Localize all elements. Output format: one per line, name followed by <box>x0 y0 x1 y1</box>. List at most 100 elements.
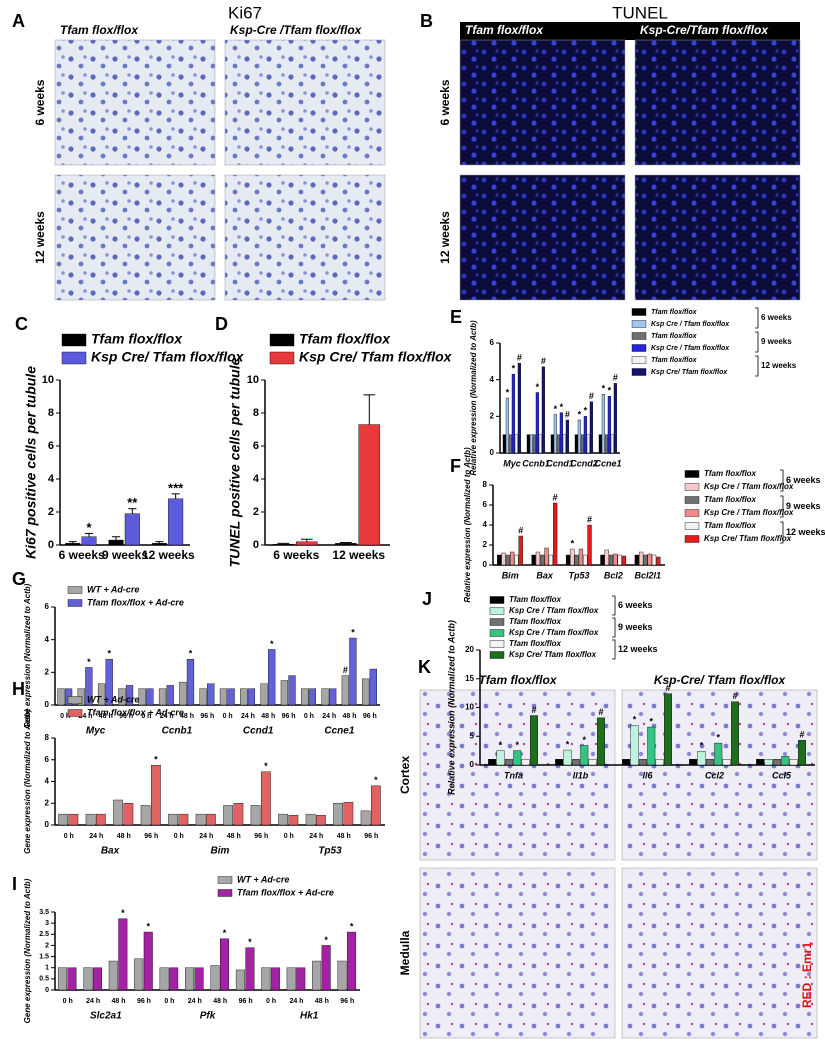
bar <box>83 967 93 991</box>
legend-label: WT + Ad-cre <box>237 874 289 884</box>
x-tick-label: 48 h <box>117 833 131 840</box>
legend-swatch <box>631 356 647 364</box>
x-tick-label: 96 h <box>144 833 158 840</box>
bar <box>138 688 146 706</box>
micrograph <box>224 39 386 166</box>
bar <box>532 434 536 454</box>
bar <box>341 675 349 706</box>
legend-swatch <box>684 509 700 517</box>
legend-swatch <box>489 607 505 615</box>
micrograph <box>54 174 216 301</box>
bar <box>166 685 174 706</box>
significance: * <box>566 739 570 749</box>
bar <box>559 412 563 454</box>
legend-swatch <box>61 333 87 347</box>
bar <box>168 813 178 826</box>
significance: # <box>565 409 570 419</box>
significance: * <box>189 649 193 659</box>
legend-group-label: 6 weeks <box>786 475 821 485</box>
y-tick-label: 8 <box>483 480 488 489</box>
legend-label: WT + Ad-cre <box>87 584 139 594</box>
bar <box>58 813 68 826</box>
significance: * <box>506 387 510 397</box>
significance: # <box>599 707 604 717</box>
significance: * <box>512 364 516 374</box>
x-tick-label: 0 h <box>284 833 294 840</box>
bar <box>598 434 602 454</box>
bar <box>337 960 347 991</box>
micrograph <box>459 174 626 301</box>
panel-letter: E <box>450 307 462 327</box>
significance: * <box>87 657 91 667</box>
x-tick-label: 48 h <box>315 998 329 1005</box>
x-tick-label: 12 weeks <box>142 548 195 562</box>
bar <box>548 554 553 566</box>
x-tick-label: 24 h <box>188 998 202 1005</box>
y-axis-label: Gene expression (Normalized to Actb) <box>23 583 32 728</box>
x-group-label: Hk1 <box>300 1011 319 1022</box>
bar <box>125 685 134 706</box>
bar <box>613 383 617 454</box>
significance: * <box>650 716 654 726</box>
bar <box>756 759 765 766</box>
panel-letter: I <box>12 874 17 894</box>
legend-group-label: 9 weeks <box>786 501 821 511</box>
significance: *** <box>168 480 184 495</box>
bar <box>488 759 497 766</box>
legend-swatch <box>489 618 505 626</box>
x-tick-label: Ccl2 <box>705 770 724 780</box>
legend-label: Tfam flox/flox <box>651 333 698 340</box>
bar <box>588 759 597 766</box>
y-tick-label: 15 <box>465 674 474 683</box>
bar <box>764 759 773 766</box>
y-axis-label: TUNEL positive cells per tubule <box>227 357 243 567</box>
bar <box>67 967 77 991</box>
y-tick-label: 2 <box>48 506 54 518</box>
legend-swatch <box>631 368 647 376</box>
micrograph <box>621 689 818 861</box>
bar <box>613 553 618 566</box>
y-tick-label: 10 <box>42 374 54 386</box>
legend-swatch <box>67 709 83 717</box>
bar <box>600 554 605 566</box>
bar <box>565 554 571 566</box>
bar <box>540 554 545 566</box>
bar <box>207 683 215 706</box>
bar <box>168 498 184 546</box>
bar <box>97 683 106 706</box>
bar <box>586 434 590 454</box>
legend-swatch <box>684 496 700 504</box>
bar <box>705 759 714 766</box>
y-tick-label: 20 <box>465 645 474 654</box>
bar <box>261 967 271 991</box>
x-tick-label: 48 h <box>261 713 275 720</box>
x-group-label: Pfk <box>200 1011 216 1022</box>
bar <box>521 759 530 766</box>
bar <box>504 759 513 766</box>
bar <box>502 434 506 454</box>
bar <box>510 551 515 566</box>
y-tick-label: 10 <box>465 703 474 712</box>
legend-label: WT + Ad-cre <box>87 694 139 704</box>
significance: # <box>517 353 522 363</box>
micrograph <box>419 867 616 1039</box>
bar <box>604 549 609 566</box>
legend-swatch <box>67 599 83 607</box>
bar <box>571 759 580 766</box>
x-tick-label: 24 h <box>89 833 103 840</box>
legend-swatch <box>269 351 295 365</box>
y-tick-label: 0 <box>45 820 50 829</box>
bar <box>496 750 505 766</box>
legend-label: Tfam flox/flox <box>509 617 562 626</box>
significance: * <box>107 649 111 659</box>
legend-brace <box>780 469 784 492</box>
y-tick-label: 6 <box>48 440 54 452</box>
panel-note: RED : Emr1 <box>800 942 814 1008</box>
significance: * <box>121 908 125 918</box>
bar <box>781 756 790 766</box>
legend-group-label: 12 weeks <box>618 644 658 654</box>
bar <box>105 659 113 706</box>
legend-label: Ksp Cre/ Tfam flox/flox <box>299 349 453 365</box>
x-tick-label: 96 h <box>119 713 133 720</box>
y-tick-label: 4 <box>45 635 50 644</box>
